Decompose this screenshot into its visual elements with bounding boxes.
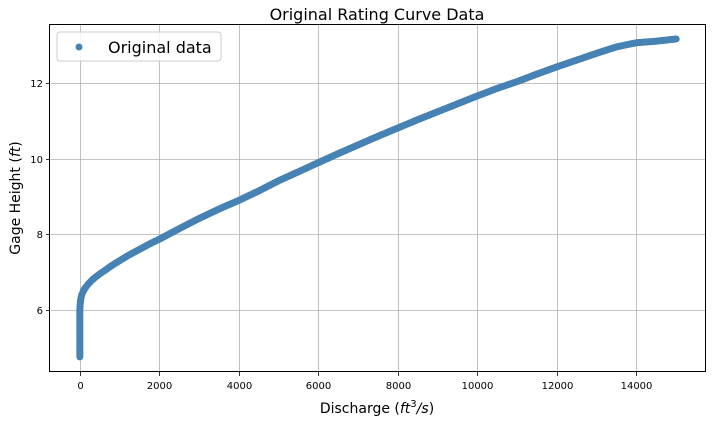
legend: Original data <box>56 31 222 62</box>
x-axis-unit-exponent: 3 <box>410 399 416 410</box>
x-tick-label: 4000 <box>227 381 252 392</box>
y-tick-label: 10 <box>30 155 43 166</box>
x-axis-label: Discharge (ft3/s) <box>320 399 434 417</box>
x-tick-label: 2000 <box>147 381 172 392</box>
legend-marker <box>75 43 83 51</box>
y-axis-unit: ft <box>8 146 24 157</box>
grid-lines <box>50 25 706 372</box>
y-axis-label: Gage Height (ft) <box>8 141 24 254</box>
x-tick-label: 12000 <box>542 381 574 392</box>
x-axis-label-text: Discharge <box>320 401 390 417</box>
plot-frame <box>49 24 706 372</box>
y-axis-ticks: 6 8 10 12 <box>30 79 50 317</box>
x-axis-unit-base: ft <box>400 401 411 417</box>
chart-title: Original Rating Curve Data <box>270 5 485 24</box>
legend-box <box>56 31 222 62</box>
x-tick-label: 0 <box>77 381 83 392</box>
y-tick-label: 12 <box>30 79 43 90</box>
y-tick-label: 6 <box>37 306 43 317</box>
x-tick-label: 6000 <box>306 381 331 392</box>
x-tick-label: 14000 <box>621 381 653 392</box>
y-tick-label: 8 <box>37 230 43 241</box>
x-tick-label: 8000 <box>386 381 411 392</box>
x-tick-label: 10000 <box>462 381 494 392</box>
x-axis-unit-tail: /s <box>415 401 429 417</box>
legend-label: Original data <box>108 38 212 57</box>
y-axis-label-text: Gage Height <box>8 167 24 255</box>
x-axis-ticks: 0 2000 4000 6000 8000 10000 12000 14000 <box>77 372 652 392</box>
data-point <box>672 35 680 43</box>
scatter-points <box>76 35 680 361</box>
